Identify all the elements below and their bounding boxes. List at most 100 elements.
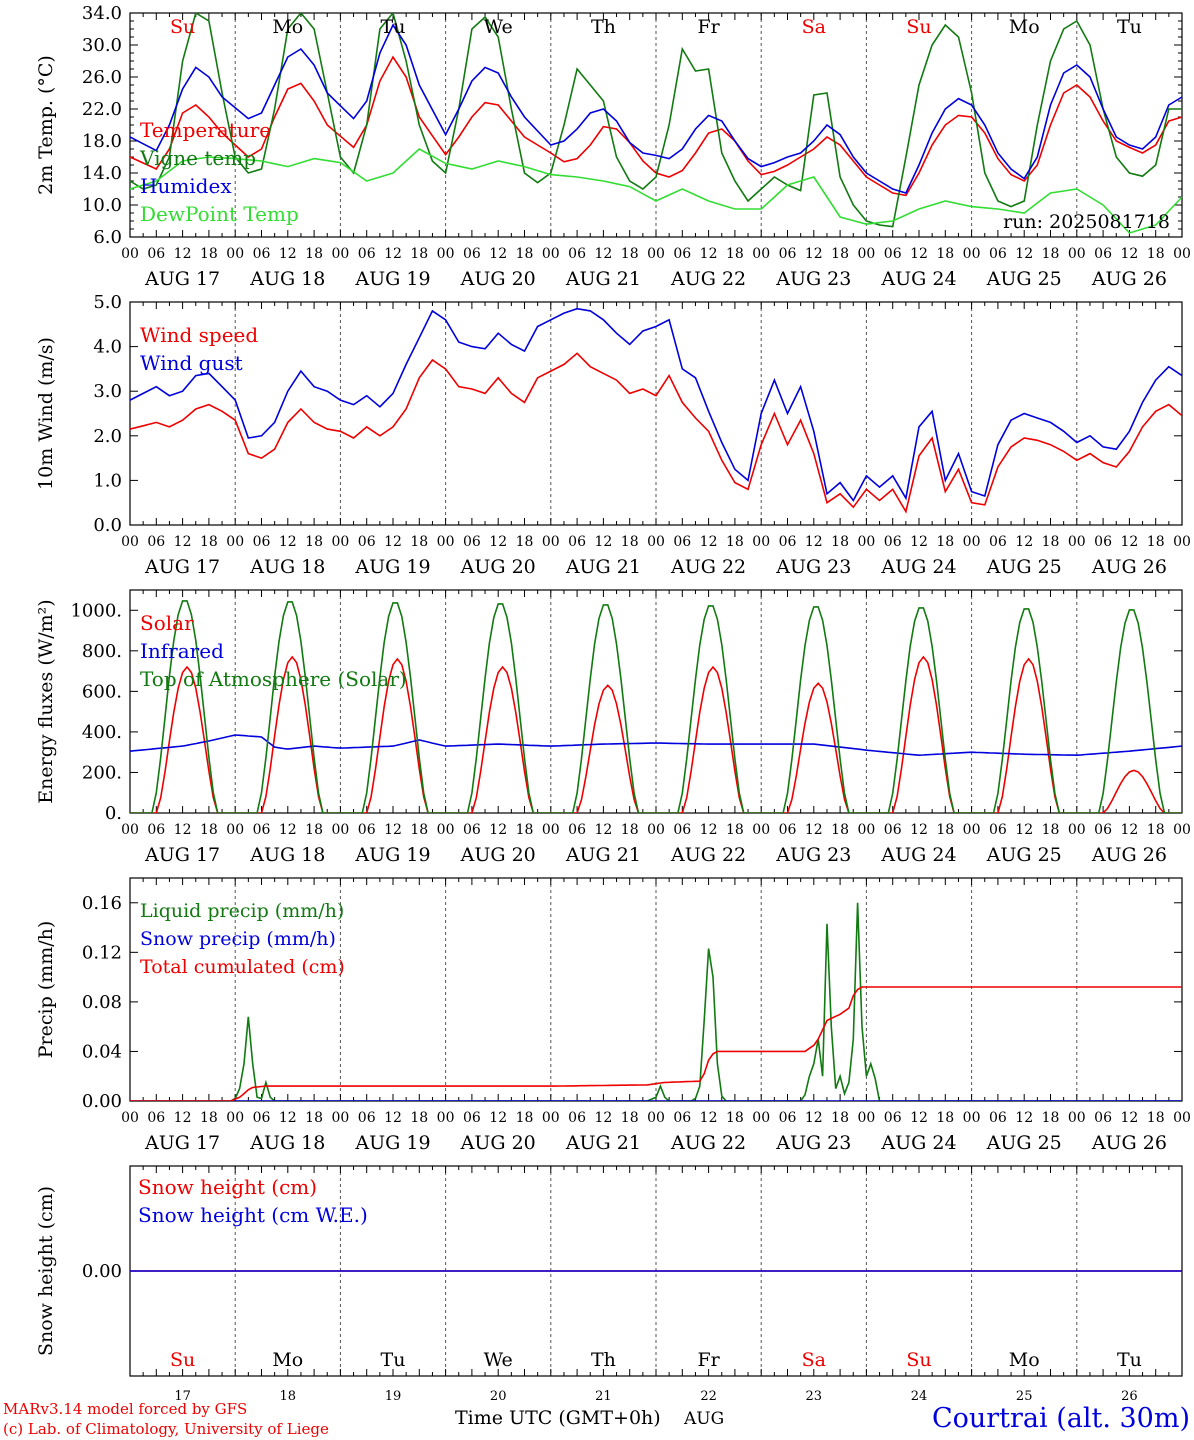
hour-tick-label: 12 (174, 1110, 192, 1126)
date-label: AUG 21 (565, 556, 641, 578)
legend-entry: Solar (140, 611, 194, 635)
hour-tick-label: 00 (647, 246, 665, 262)
hour-tick-label: 18 (1147, 246, 1165, 262)
series-line-liquid-precip-mm-h- (130, 902, 1182, 1101)
date-label: AUG 19 (354, 268, 430, 290)
legend-entry: Top of Atmosphere (Solar) (140, 667, 407, 691)
hour-tick-label: 18 (410, 246, 428, 262)
model-credit: MARv3.14 model forced by GFS (3, 1400, 247, 1418)
date-label: AUG 24 (880, 556, 956, 578)
hour-tick-label: 00 (1068, 246, 1086, 262)
y-axis-title: Precip (mm/h) (35, 921, 57, 1059)
hour-tick-label: 18 (726, 246, 744, 262)
series-group (130, 600, 1182, 813)
hour-tick-label: 18 (1042, 534, 1060, 550)
series-line-vigne-temp (130, 13, 1182, 228)
hour-tick-label: 18 (200, 1110, 218, 1126)
hour-tick-label: 12 (279, 822, 297, 838)
day-name: We (484, 16, 513, 38)
hour-tick-label: 18 (410, 1110, 428, 1126)
day-name: Su (906, 1349, 931, 1371)
y-axis-title: 2m Temp. (°C) (35, 55, 57, 195)
run-annotation: run: 2025081718 (1003, 211, 1170, 233)
hour-tick-label: 06 (253, 534, 271, 550)
hour-tick-label: 12 (910, 822, 928, 838)
hour-tick-label: 12 (910, 1110, 928, 1126)
hour-tick-label: 00 (1173, 246, 1191, 262)
series-line-infrared (130, 734, 1182, 757)
date-label: AUG 17 (144, 556, 220, 578)
hour-tick-label: 12 (279, 534, 297, 550)
hour-tick-label: 12 (1120, 534, 1138, 550)
y-tick-label: 22.0 (82, 99, 122, 120)
day-name: Sa (802, 16, 826, 38)
panel-3: 0. 200. 400. 600. 800. 1000. Energy fluxes (W/… (35, 589, 1191, 866)
date-label: AUG 21 (565, 268, 641, 290)
y-tick-label: 400. (82, 722, 122, 743)
hour-tick-label: 12 (174, 534, 192, 550)
hour-tick-label: 18 (621, 246, 639, 262)
hour-tick-label: 06 (253, 822, 271, 838)
day-number: 26 (1121, 1389, 1138, 1404)
legend-entry: Wind gust (140, 351, 243, 375)
date-label: AUG 23 (775, 1132, 851, 1154)
series-line-humidex (130, 23, 1182, 194)
hour-tick-label: 06 (358, 534, 376, 550)
hour-tick-label: 18 (516, 534, 534, 550)
day-number: 21 (595, 1389, 612, 1404)
hour-tick-label: 00 (542, 822, 560, 838)
legend-entry: DewPoint Temp (140, 202, 299, 226)
hour-tick-label: 00 (226, 534, 244, 550)
hour-tick-label: 00 (331, 534, 349, 550)
hour-tick-label: 12 (489, 246, 507, 262)
hour-tick-label: 00 (226, 1110, 244, 1126)
y-tick-label: 10.0 (82, 195, 122, 216)
y-tick-label: 0.08 (82, 992, 122, 1013)
hour-tick-label: 00 (647, 822, 665, 838)
hour-tick-label: 12 (1015, 1110, 1033, 1126)
hour-tick-label: 18 (410, 534, 428, 550)
hour-tick-label: 00 (752, 1110, 770, 1126)
hour-tick-label: 18 (726, 822, 744, 838)
day-name: Su (170, 16, 195, 38)
hour-tick-label: 06 (568, 1110, 586, 1126)
y-tick-label: 4.0 (93, 337, 122, 358)
hour-tick-label: 06 (253, 246, 271, 262)
day-name: Su (906, 16, 931, 38)
hour-tick-label: 12 (489, 1110, 507, 1126)
hour-tick-label: 00 (857, 246, 875, 262)
date-label: AUG 25 (986, 268, 1062, 290)
day-name: Su (170, 1349, 195, 1371)
y-tick-label: 1000. (70, 600, 122, 621)
hour-tick-label: 06 (884, 246, 902, 262)
hour-tick-label: 06 (779, 1110, 797, 1126)
hour-tick-label: 18 (1042, 1110, 1060, 1126)
legend-entry: Liquid precip (mm/h) (140, 900, 344, 922)
panel-5: 0.00 Snow height (cm) Snow height (cm) Snow… (35, 1165, 1183, 1404)
hour-tick-label: 12 (700, 534, 718, 550)
legend-entry: Snow precip (mm/h) (140, 928, 336, 950)
date-label: AUG 20 (460, 844, 536, 866)
y-tick-label: 3.0 (93, 381, 122, 402)
date-label: AUG 22 (670, 268, 746, 290)
date-label: AUG 17 (144, 844, 220, 866)
hour-tick-label: 18 (410, 822, 428, 838)
hour-tick-label: 06 (673, 1110, 691, 1126)
hour-tick-label: 18 (200, 246, 218, 262)
hour-tick-label: 00 (226, 246, 244, 262)
hour-tick-label: 00 (1068, 1110, 1086, 1126)
y-tick-label: 34.0 (82, 3, 122, 24)
y-tick-label: 0.0 (93, 515, 122, 536)
date-label: AUG 21 (565, 1132, 641, 1154)
legend-entry: Infrared (140, 639, 224, 663)
hour-tick-label: 18 (936, 246, 954, 262)
day-name: Tu (1117, 16, 1142, 38)
date-label: AUG 22 (670, 1132, 746, 1154)
hour-tick-label: 06 (463, 822, 481, 838)
hour-tick-label: 06 (989, 246, 1007, 262)
x-axis-month: AUG (683, 1409, 724, 1429)
hour-tick-label: 06 (568, 246, 586, 262)
legend-entry: Snow height (cm W.E.) (138, 1203, 368, 1227)
hour-tick-label: 00 (331, 246, 349, 262)
